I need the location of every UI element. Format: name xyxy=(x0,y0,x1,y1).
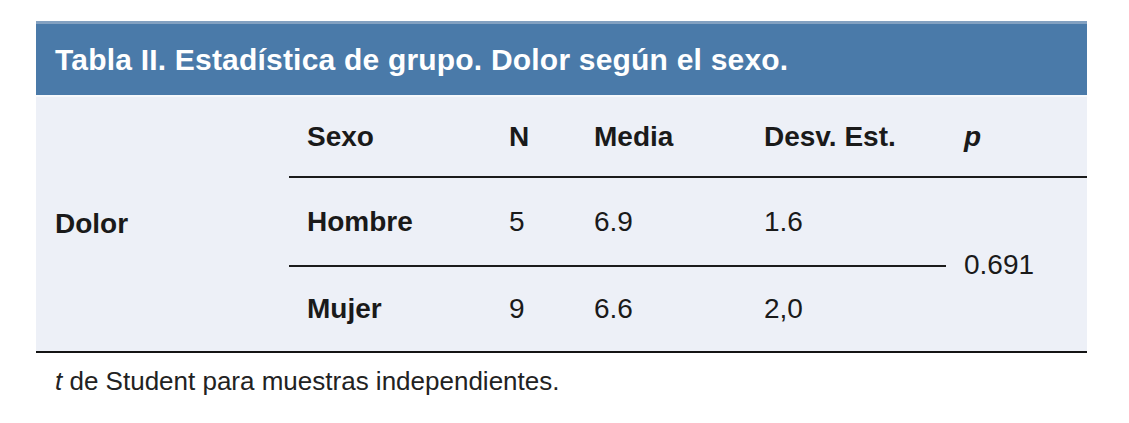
table-row-cell-n: 9 xyxy=(491,267,576,351)
table-footnote: t de Student para muestras independiente… xyxy=(36,366,1087,397)
column-header-sexo: Sexo xyxy=(289,97,491,178)
table-row-cell-n: 5 xyxy=(491,178,576,267)
table-title-bar: Tabla II. Estadística de grupo. Dolor se… xyxy=(36,21,1087,95)
column-header-desv-est: Desv. Est. xyxy=(746,97,946,178)
table-row-cell-media: 6.6 xyxy=(576,267,746,351)
table-row-cell-desv-est: 1.6 xyxy=(746,178,946,267)
table-title: Tabla II. Estadística de grupo. Dolor se… xyxy=(55,43,788,77)
table-row-cell-sexo: Hombre xyxy=(289,178,491,267)
statistics-table: Tabla II. Estadística de grupo. Dolor se… xyxy=(36,21,1087,397)
column-header-media: Media xyxy=(576,97,746,178)
column-header-n: N xyxy=(491,97,576,178)
p-value-cell: 0.691 xyxy=(946,178,1087,351)
footnote-text: de Student para muestras independientes. xyxy=(62,366,559,396)
table-row-cell-sexo: Mujer xyxy=(289,267,491,351)
row-group-label: Dolor xyxy=(36,97,289,351)
column-header-p: p xyxy=(946,97,1087,178)
table-row-cell-desv-est: 2,0 xyxy=(746,267,946,351)
table-body: Dolor Sexo N Media Desv. Est. p Hombre 5… xyxy=(36,95,1087,353)
table-row-cell-media: 6.9 xyxy=(576,178,746,267)
